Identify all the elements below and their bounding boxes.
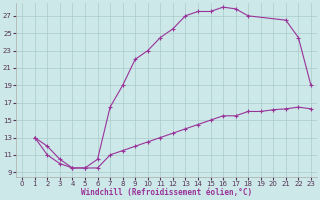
X-axis label: Windchill (Refroidissement éolien,°C): Windchill (Refroidissement éolien,°C) bbox=[81, 188, 252, 197]
